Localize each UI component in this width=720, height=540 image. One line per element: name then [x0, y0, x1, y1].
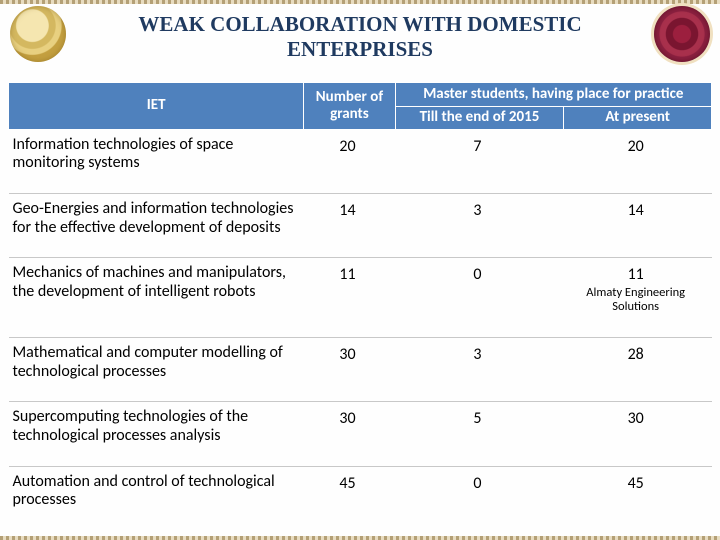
table-body: Information technologies of space monito…	[9, 129, 712, 530]
decorative-border-bottom	[0, 536, 720, 540]
table-row: Mechanics of machines and manipulators, …	[9, 258, 712, 337]
cell-grants: 30	[304, 337, 395, 401]
cell-present: 28	[564, 337, 712, 401]
cell-present: 45	[564, 466, 712, 530]
cell-grants: 14	[304, 193, 395, 257]
cell-till: 0	[395, 258, 564, 337]
decorative-border-top	[0, 0, 720, 4]
cell-iet: Information technologies of space monito…	[9, 129, 304, 193]
cell-present: 20	[564, 129, 712, 193]
table-row: Supercomputing technologies of the techn…	[9, 402, 712, 466]
table-row: Geo-Energies and information technologie…	[9, 193, 712, 257]
header-iet: IET	[9, 83, 304, 130]
cell-grants: 11	[304, 258, 395, 337]
table-row: Automation and control of technological …	[9, 466, 712, 530]
cell-iet: Geo-Energies and information technologie…	[9, 193, 304, 257]
cell-grants: 20	[304, 129, 395, 193]
slide-title: WEAK COLLABORATION WITH DOMESTIC ENTERPR…	[80, 12, 640, 62]
cell-present: 11Almaty Engineering Solutions	[564, 258, 712, 337]
table-header-row-1: IET Number of grants Master students, ha…	[9, 83, 712, 107]
cell-till: 5	[395, 402, 564, 466]
cell-till: 0	[395, 466, 564, 530]
cell-iet: Automation and control of technological …	[9, 466, 304, 530]
cell-present: 14	[564, 193, 712, 257]
cell-grants: 30	[304, 402, 395, 466]
university-logo-right	[654, 6, 710, 62]
collaboration-table: IET Number of grants Master students, ha…	[8, 82, 712, 530]
header-till-2015: Till the end of 2015	[395, 107, 564, 129]
cell-present: 30	[564, 402, 712, 466]
cell-till: 7	[395, 129, 564, 193]
collaboration-table-container: IET Number of grants Master students, ha…	[8, 82, 712, 530]
cell-iet: Mathematical and computer modelling of t…	[9, 337, 304, 401]
cell-grants: 45	[304, 466, 395, 530]
university-logo-left	[10, 6, 66, 62]
cell-till: 3	[395, 193, 564, 257]
table-row: Mathematical and computer modelling of t…	[9, 337, 712, 401]
cell-note: Almaty Engineering Solutions	[568, 286, 704, 314]
header-master-students-group: Master students, having place for practi…	[395, 83, 711, 107]
cell-till: 3	[395, 337, 564, 401]
table-row: Information technologies of space monito…	[9, 129, 712, 193]
cell-iet: Supercomputing technologies of the techn…	[9, 402, 304, 466]
cell-iet: Mechanics of machines and manipulators, …	[9, 258, 304, 337]
header-at-present: At present	[564, 107, 712, 129]
header-grants: Number of grants	[304, 83, 395, 130]
